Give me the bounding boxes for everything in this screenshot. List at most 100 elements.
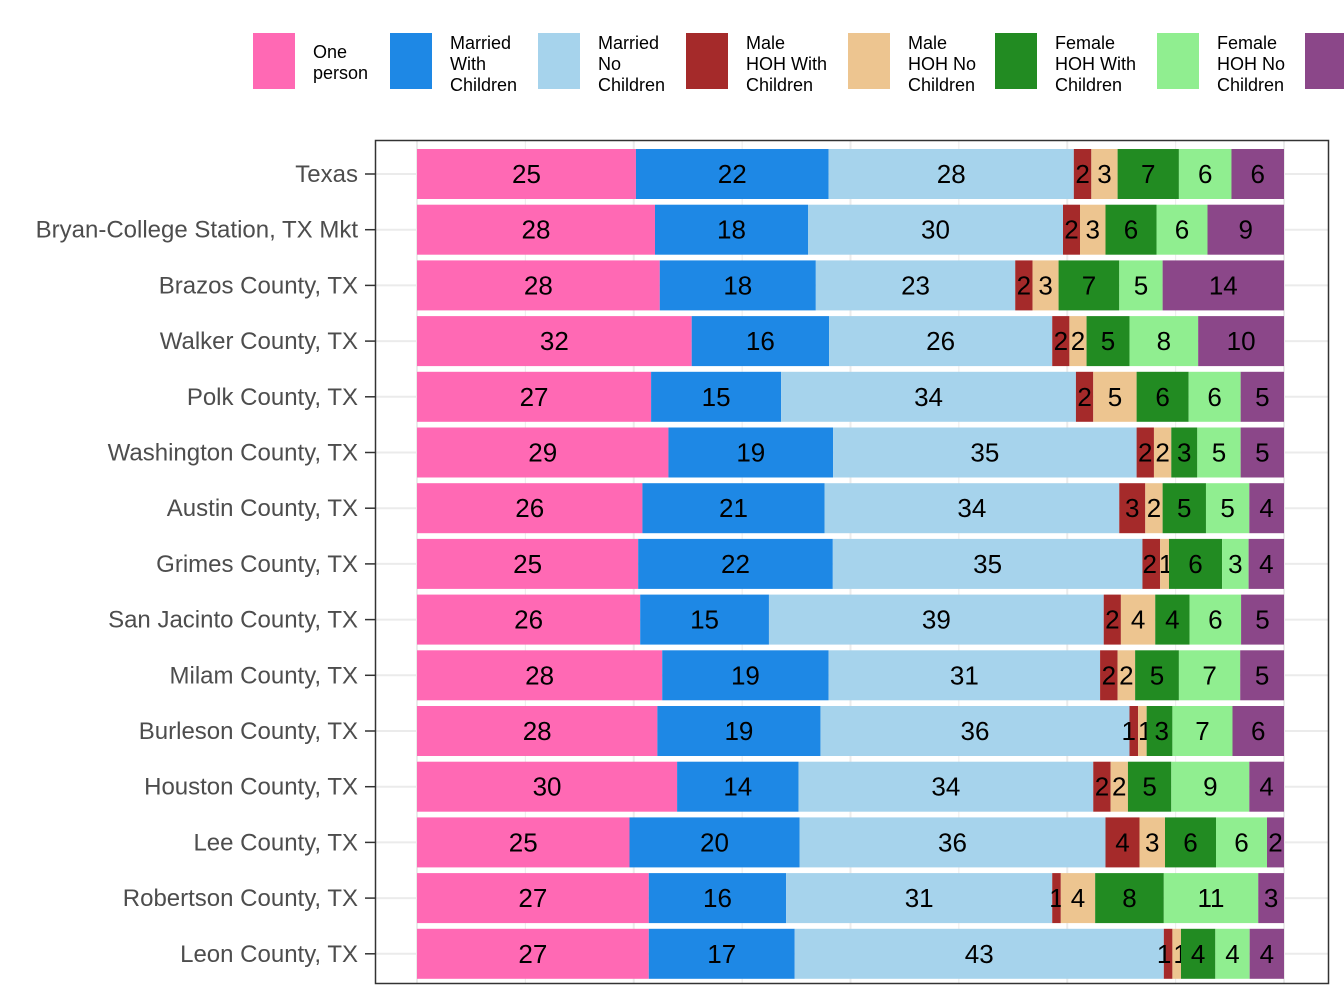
data-label: 5 <box>1212 438 1226 468</box>
data-label: 5 <box>1220 493 1234 523</box>
data-label: 9 <box>1239 215 1253 245</box>
data-label: 2 <box>1102 660 1116 690</box>
legend: One person Married With Children Married No Chi… <box>253 33 1344 95</box>
bar-segment <box>668 427 834 478</box>
bar-segment <box>1160 538 1169 589</box>
bar-segment <box>1080 204 1106 255</box>
data-label: 5 <box>1177 493 1191 523</box>
bar-segment <box>1086 316 1130 367</box>
data-label: 34 <box>914 382 943 412</box>
bar-segment <box>417 204 655 255</box>
data-label: 6 <box>1155 382 1169 412</box>
data-label: 17 <box>707 939 736 969</box>
bar-segment <box>417 538 639 589</box>
data-label: 5 <box>1134 270 1148 300</box>
data-label: 36 <box>938 827 967 857</box>
bar-segment <box>1110 761 1128 812</box>
bar-segment <box>1232 706 1284 756</box>
bar-segment <box>824 483 1120 534</box>
data-label: 32 <box>540 326 569 356</box>
data-label: 6 <box>1124 215 1138 245</box>
data-label: 6 <box>1175 215 1189 245</box>
data-label: 3 <box>1086 215 1100 245</box>
data-label: 14 <box>723 772 752 802</box>
legend-label: Male HOH No Children <box>908 33 976 95</box>
bar-segment <box>786 873 1053 924</box>
data-label: 19 <box>724 716 753 746</box>
data-label: 26 <box>515 493 544 523</box>
data-label: 16 <box>746 326 775 356</box>
y-tick-label: Burleson County, TX <box>139 718 358 745</box>
data-label: 5 <box>1255 438 1269 468</box>
bar-segment <box>417 594 641 645</box>
bar-segment <box>1119 260 1163 311</box>
legend-label: Married With Children <box>450 33 517 95</box>
data-label: 4 <box>1225 939 1239 969</box>
data-label: 10 <box>1227 326 1256 356</box>
bar-segment <box>1165 817 1216 868</box>
y-tick-label: Houston County, TX <box>144 774 358 801</box>
data-label: 35 <box>970 438 999 468</box>
bar-segment <box>417 873 649 924</box>
legend-key <box>1157 33 1199 89</box>
bar-segment <box>629 817 800 868</box>
bar-segment <box>1127 761 1172 812</box>
data-label: 5 <box>1150 660 1164 690</box>
data-label: 7 <box>1082 270 1096 300</box>
data-label: 31 <box>905 883 934 913</box>
data-label: 11 <box>1198 883 1225 913</box>
bar-segment <box>1207 204 1284 255</box>
data-label: 6 <box>1198 159 1212 189</box>
bar-segment <box>1178 650 1241 701</box>
bar-segment <box>417 650 663 701</box>
y-tick-label: Bryan-College Station, TX Mkt <box>36 217 359 244</box>
y-tick-label: Leon County, TX <box>180 941 358 968</box>
data-label: 2 <box>1155 438 1169 468</box>
bar-segment <box>1249 928 1284 979</box>
y-tick-label: Brazos County, TX <box>159 272 358 299</box>
data-label: 16 <box>703 883 732 913</box>
bar-segment <box>1142 538 1161 589</box>
bar-segment <box>1129 706 1139 756</box>
data-label: 8 <box>1122 883 1136 913</box>
data-label: 28 <box>937 159 966 189</box>
data-label: 6 <box>1234 827 1248 857</box>
data-label: 2 <box>1075 159 1089 189</box>
bar-segment <box>1249 483 1284 534</box>
data-label: 1 <box>1049 883 1063 913</box>
data-label: 2 <box>1071 326 1085 356</box>
bar-segment <box>1248 538 1284 589</box>
data-label: 5 <box>1255 605 1269 635</box>
data-label: 2 <box>1017 270 1031 300</box>
data-label: 4 <box>1115 827 1129 857</box>
data-label: 6 <box>1208 605 1222 635</box>
bar-segment <box>1015 260 1033 311</box>
data-label: 30 <box>921 215 950 245</box>
data-label: 4 <box>1071 883 1085 913</box>
legend-label: Married No Children <box>598 33 665 95</box>
data-label: 15 <box>702 382 731 412</box>
bar-segment <box>1091 149 1118 199</box>
bar-segment <box>417 260 660 311</box>
bar-segment <box>417 149 636 199</box>
data-label: 8 <box>1157 326 1171 356</box>
bar-segment <box>1145 483 1163 534</box>
y-tick-label: Milam County, TX <box>170 662 359 689</box>
data-label: 3 <box>1177 438 1191 468</box>
data-label: 22 <box>718 159 747 189</box>
bar-segment <box>1222 538 1249 589</box>
legend-label: Male HOH With Children <box>746 33 827 95</box>
data-label: 34 <box>931 772 960 802</box>
bar-segment <box>642 483 825 534</box>
y-tick-label: Texas <box>295 161 358 188</box>
legend-key <box>253 33 295 89</box>
data-label: 2 <box>1112 772 1126 802</box>
data-label: 26 <box>926 326 955 356</box>
bar-segment <box>1117 650 1136 701</box>
data-label: 6 <box>1188 549 1202 579</box>
bar-segment <box>799 817 1106 868</box>
bar-segment <box>794 928 1164 979</box>
y-tick-label: Grimes County, TX <box>156 551 358 578</box>
panel-border <box>374 139 1330 985</box>
